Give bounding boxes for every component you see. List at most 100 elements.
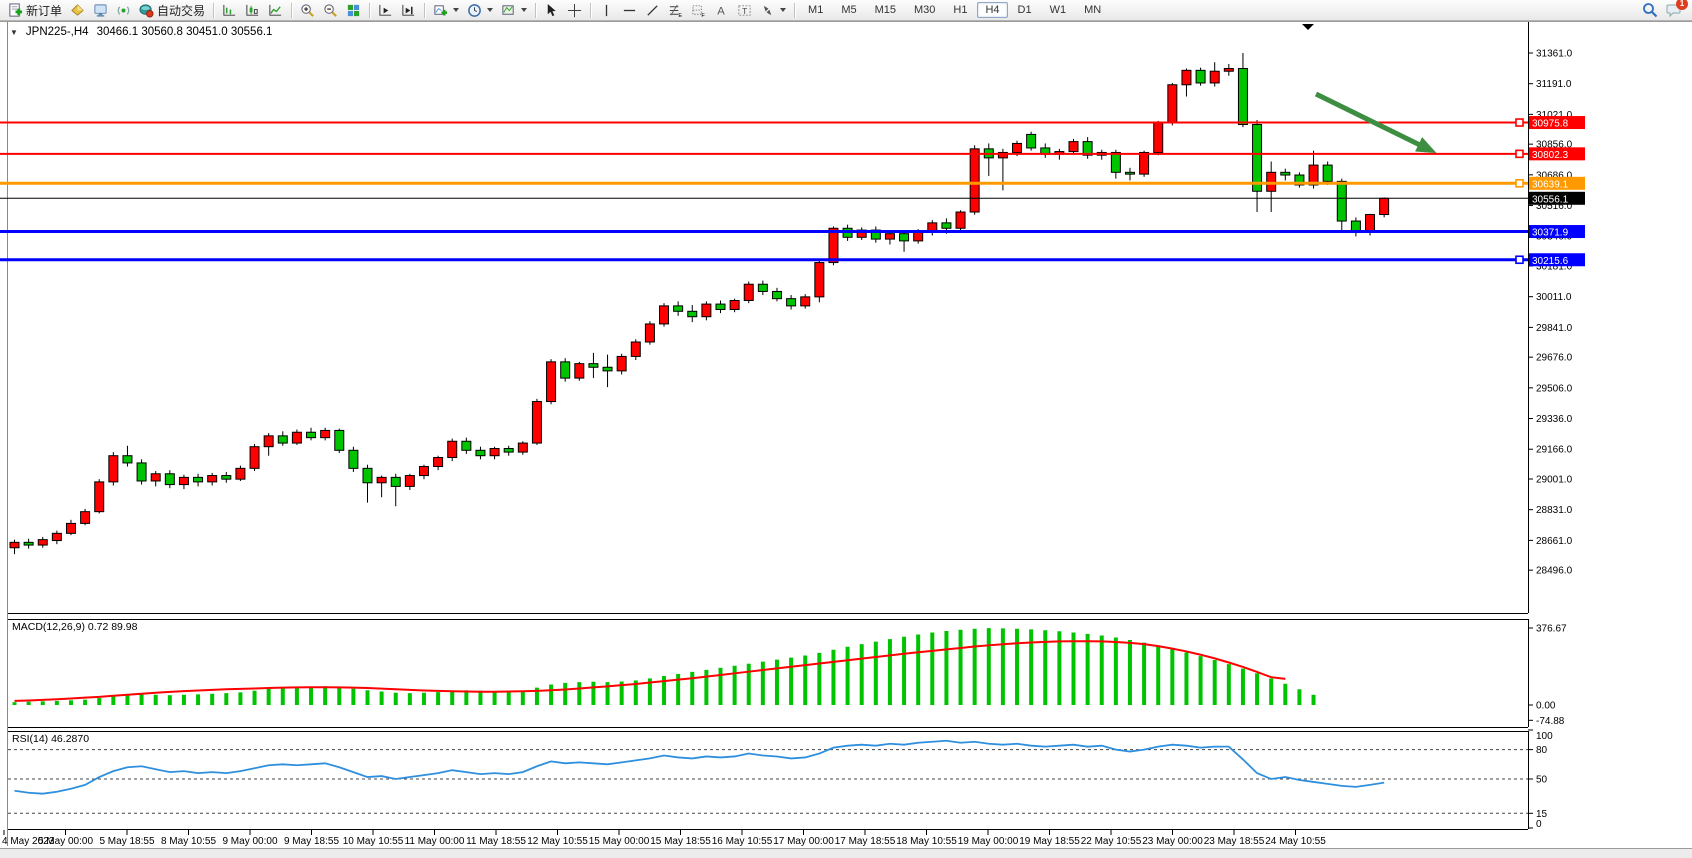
toolbar-separator [213,2,215,18]
horizontal-line-button[interactable] [618,0,641,21]
candle-body [969,148,980,213]
horizontal-line[interactable] [0,149,1528,159]
macd-pane-resize-handle[interactable] [0,613,1692,619]
add-indicator-button[interactable] [429,0,463,21]
candle-body [588,363,599,368]
arrows-dropdown-caret[interactable] [780,8,787,12]
svg-text:0: 0 [1536,819,1542,830]
candle-body [884,233,895,240]
chart-header[interactable]: ▼ JPN225-,H4 30466.1 30560.8 30451.0 305… [10,26,272,38]
svg-text:31361.0: 31361.0 [1536,49,1573,60]
timeframe-w1-button[interactable]: W1 [1049,4,1067,16]
time-axis-label: 9 May 00:00 [222,836,277,847]
templates-icon [501,3,516,18]
text-button[interactable]: A [710,0,733,21]
add-indicator-dropdown-caret[interactable] [453,8,460,12]
horizontal-line[interactable] [0,255,1528,265]
zoom-out-button[interactable] [319,0,342,21]
templates-button[interactable] [497,0,531,21]
collapse-triangle-icon[interactable]: ▼ [10,27,18,37]
signal-button[interactable] [112,0,135,21]
timeframe-m15-button[interactable]: M15 [874,4,896,16]
new-order-label: 新订单 [26,3,63,18]
time-axis-label: 19 May 00:00 [958,836,1019,847]
candle-body [1068,141,1079,153]
svg-text:30975.8: 30975.8 [1532,119,1569,130]
periods-button[interactable] [463,0,497,21]
arrows-button[interactable] [756,0,790,21]
svg-text:E: E [678,13,682,18]
cursor-button[interactable] [540,0,563,21]
candle-body [221,475,232,480]
vertical-line-button[interactable] [595,0,618,21]
price-badge: 30802.3 [1529,147,1585,161]
market-watch-button[interactable] [66,0,89,21]
timeframe-h1-button[interactable]: H1 [953,4,968,16]
line-chart-button[interactable] [264,0,287,21]
timeframe-h4-button[interactable]: H4 [977,2,1008,18]
horizontal-line[interactable] [0,118,1528,127]
timeframe-d1-button[interactable]: D1 [1017,4,1032,16]
chart-shift-button[interactable] [397,0,420,21]
grid-button[interactable]: F [687,0,710,21]
timeframe-mn-button[interactable]: MN [1084,4,1102,16]
candle-body [433,457,444,468]
candle-body [1252,123,1263,192]
candlestick-chart-button[interactable] [241,0,264,21]
candle-body [715,303,726,310]
time-axis-label: 9 May 18:55 [284,836,339,847]
svg-text:30556.1: 30556.1 [1532,194,1569,205]
svg-text:30516.0: 30516.0 [1536,201,1573,212]
timeframe-m30-button[interactable]: M30 [914,4,936,16]
chat-icon[interactable]: 1 [1666,0,1688,18]
zoom-in-button[interactable] [296,0,319,21]
auto-trading-button[interactable]: 自动交易 [135,0,209,21]
candle-body [80,511,91,524]
candle-body [1012,142,1023,153]
new-order-button[interactable]: 新订单 [4,0,66,21]
timeframe-m5-button[interactable]: M5 [841,4,857,16]
candle-body [51,532,62,542]
fibonacci-button[interactable]: E [664,0,687,21]
candle-body [1195,69,1206,84]
arrow-annotation[interactable] [1314,91,1437,154]
horizontal-line-icon [622,3,637,18]
auto-scroll-button[interactable] [374,0,397,21]
search-icon[interactable] [1642,2,1658,18]
candle-body [1280,171,1291,176]
candle-body [560,361,571,379]
candle-body [334,429,345,451]
time-axis-label: 15 May 18:55 [650,836,711,847]
line-chart-icon [268,3,283,18]
crosshair-button[interactable] [563,0,586,21]
time-axis-label: 15 May 00:00 [589,836,650,847]
trend-line-button[interactable] [641,0,664,21]
rsi-pane-resize-handle[interactable] [0,726,1692,732]
tile-windows-button[interactable] [342,0,365,21]
templates-dropdown-caret[interactable] [521,8,528,12]
svg-text:29841.0: 29841.0 [1536,323,1573,334]
toolbar-separator [369,2,371,18]
candle-body [207,475,218,483]
text-label-button[interactable]: T [733,0,756,21]
horizontal-line[interactable] [0,179,1528,188]
timeframe-m1-button[interactable]: M1 [808,4,824,16]
chart-shift-icon [401,3,416,18]
candle-body [362,467,373,484]
time-axis-label: 16 May 10:55 [712,836,773,847]
text-icon: A [714,3,729,18]
candle-body [644,323,655,343]
candle-body [108,455,119,483]
bar-chart-button[interactable] [218,0,241,21]
data-window-button[interactable] [89,0,112,21]
candle-body [94,481,105,513]
periods-dropdown-caret[interactable] [487,8,494,12]
candle-body [136,462,147,482]
time-axis-label: 23 May 00:00 [1142,836,1203,847]
candle-body [1308,164,1319,186]
candlestick-chart-icon [245,3,260,18]
candle-body [461,440,472,451]
zoom-in-icon [300,3,315,18]
